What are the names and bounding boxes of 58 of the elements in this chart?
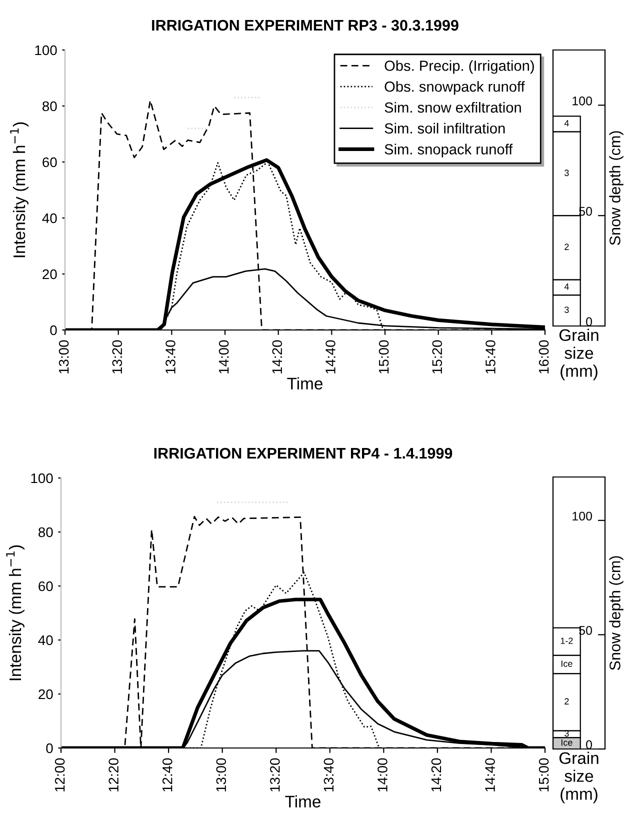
x-tick-label: 14:00 [378,758,388,792]
y-tick-label: 0 [46,743,53,754]
legend-label: Obs. snowpack runoff [384,81,525,95]
annotation: 4 [564,120,569,126]
annotation: Ice [561,739,572,746]
y-tick-label: 60 [38,581,53,592]
annotation: 3 [564,170,569,176]
y-tick-label: 60 [42,157,57,168]
x-tick-label: 13:20 [270,758,280,792]
y-tick-label: 100 [572,512,592,521]
y-axis-title: Snow depth (cm) [609,556,624,670]
y-tick-label: 40 [38,635,53,646]
x-tick-label: 15:00 [378,340,389,374]
x-axis-title: Grain size (mm) [559,328,598,380]
x-tick-label: 14:20 [431,758,442,792]
y-tick-label: 100 [35,45,57,56]
y-axis-title: Snow depth (cm) [609,131,624,246]
y-axis-title: Intensity (mm h$^{−1}$) [10,122,28,258]
x-tick-label: 12:00 [54,758,65,792]
x-tick-label: 14:00 [218,340,229,374]
y-tick-label: 20 [42,269,57,280]
x-tick-label: 12:40 [162,758,172,792]
annotation: 4 [564,283,569,290]
annotation: 2 [564,698,569,704]
legend-label: Sim. snopack runoff [384,144,513,158]
x-tick-label: 12:20 [108,758,118,792]
y-tick-label: 100 [31,473,53,484]
legend-label: Sim. snow exfiltration [384,102,521,113]
x-tick-label: 13:20 [112,340,122,374]
chart-title: IRRIGATION EXPERIMENT RP4 - 1.4.1999 [154,448,452,459]
x-tick-label: 14:40 [326,340,336,374]
y-tick-label: 0 [50,325,57,336]
x-axis-title: Time [285,795,320,808]
x-tick-label: 16:00 [538,340,549,374]
y-tick-label: 80 [38,527,53,538]
y-axis-title: Intensity (mm h$^{−1}$) [6,545,24,680]
x-tick-label: 13:40 [166,340,176,374]
x-tick-label: 15:00 [538,758,549,792]
legend-label: Obs. Precip. (Irrigation) [384,60,534,74]
x-tick-label: 14:20 [272,340,282,374]
annotation: Ice [561,660,572,667]
x-tick-label: 13:00 [216,758,226,792]
legend-label: Sim. soil infiltration [384,122,505,134]
annotation: 3 [564,306,569,313]
y-tick-label: 80 [42,101,57,112]
x-axis-title: Grain size (mm) [559,752,598,804]
x-tick-label: 15:20 [432,340,442,374]
chart-title: IRRIGATION EXPERIMENT RP3 - 30.3.1999 [152,20,458,31]
y-tick-label: 100 [572,96,592,106]
annotation: 1-2 [560,638,573,644]
x-tick-label: 13:40 [324,758,334,792]
y-tick-label: 20 [38,689,53,700]
x-tick-label: 15:40 [486,340,496,374]
x-axis-title: Time [287,377,322,390]
x-tick-label: 14:40 [485,758,495,792]
y-tick-label: 40 [42,213,57,224]
x-tick-label: 13:00 [58,340,69,374]
annotation: 2 [564,244,569,250]
